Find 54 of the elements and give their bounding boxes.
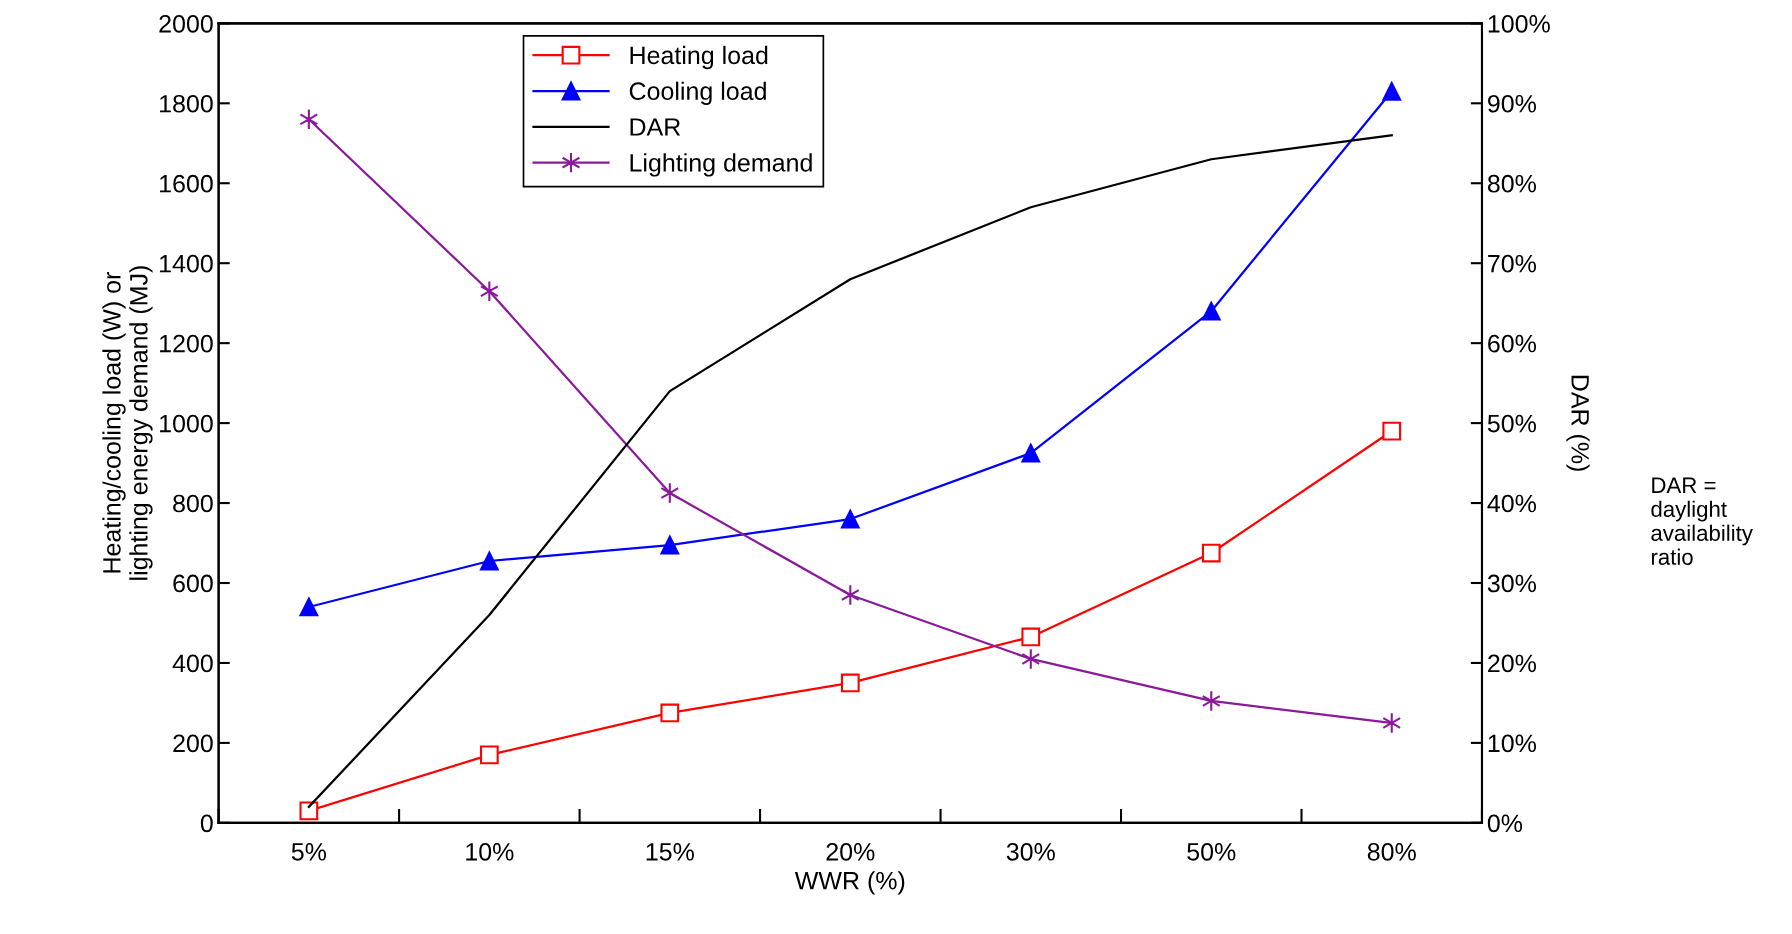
y2-tick-label: 60% (1488, 334, 1536, 353)
point (840, 509, 860, 529)
x-tick-label: 5% (291, 843, 327, 861)
y-tick-label: 800 (173, 494, 213, 513)
y-tick-label: 1600 (160, 174, 213, 193)
point (1382, 81, 1402, 101)
x-tick-label: 50% (1187, 842, 1236, 861)
y2-tick-label: 30% (1487, 574, 1536, 593)
point (299, 801, 319, 821)
legend-label: Lighting demand (630, 153, 812, 177)
legend-label: Cooling load (629, 81, 766, 105)
y-tick-label: 2000 (159, 14, 213, 33)
legend-label: Heating load (630, 45, 768, 70)
y-tick-label: 200 (173, 734, 213, 753)
point (1201, 543, 1221, 563)
y-axis-title: Heating/cooling load (W) or lighting energy demand (MJ) (102, 266, 153, 580)
y-tick-label: 1200 (160, 334, 213, 353)
legend-label: DAR (630, 118, 681, 136)
x-tick-label: 10% (466, 842, 514, 861)
point (840, 673, 860, 693)
point (479, 280, 499, 302)
y2-axis-title: DAR (%) (1566, 375, 1590, 471)
point (479, 745, 499, 765)
y2-tick-label: 40% (1487, 494, 1536, 513)
y-tick-label: 400 (172, 654, 213, 673)
y2-tick-label: 70% (1488, 254, 1536, 273)
y-tick-label: 1800 (160, 94, 213, 113)
x-tick-label: 80% (1367, 842, 1416, 861)
point (1201, 301, 1221, 321)
y-tick-label: 1400 (160, 254, 213, 273)
x-tick-label: 20% (826, 842, 875, 861)
y2-tick-label: 90% (1488, 94, 1536, 113)
y2-tick-label: 80% (1487, 174, 1536, 193)
y2-tick-label: 10% (1488, 734, 1536, 753)
y-tick-label: 0 (200, 814, 213, 833)
point (1382, 421, 1402, 441)
point (1021, 627, 1041, 647)
point (660, 703, 680, 723)
point (1201, 690, 1221, 712)
point (299, 597, 319, 617)
y2-tick-label: 0% (1487, 814, 1523, 833)
point (1382, 712, 1402, 734)
text: DAR = daylight availability ratio (1651, 477, 1753, 565)
y2-tick-label: 100% (1488, 14, 1550, 33)
point (1021, 443, 1041, 463)
x-tick-label: 30% (1006, 842, 1055, 861)
y2-tick-label: 50% (1487, 414, 1536, 433)
x-tick-label: 15% (646, 843, 694, 861)
point (479, 551, 499, 571)
point (660, 535, 680, 555)
y-tick-label: 600 (173, 574, 213, 593)
y2-tick-label: 20% (1488, 654, 1536, 673)
y-tick-label: 1000 (160, 414, 213, 433)
x-axis-title: WWR (%) (794, 871, 905, 895)
